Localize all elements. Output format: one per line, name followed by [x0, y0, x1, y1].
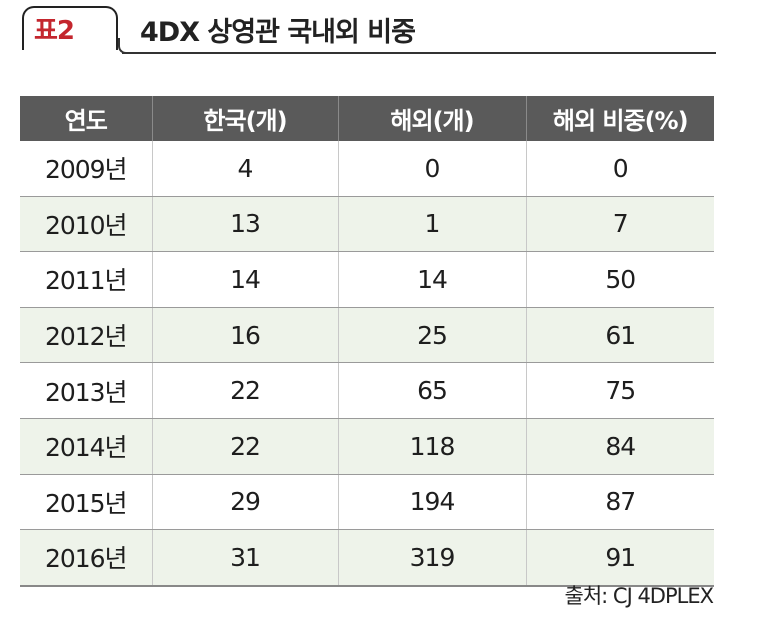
- table-row: 2011년 14 14 50: [20, 251, 714, 308]
- figure-tag: 표2: [34, 16, 75, 46]
- cell-overseas-share: 75: [525, 362, 714, 419]
- table-row: 2015년 29 194 87: [20, 474, 714, 531]
- cell-year: 2011년: [20, 251, 152, 308]
- cell-korea: 16: [151, 307, 338, 364]
- figure-tag-frame: [22, 6, 118, 50]
- cell-overseas-share: 61: [525, 307, 714, 364]
- cell-overseas: 25: [337, 307, 526, 364]
- cell-overseas: 0: [337, 141, 526, 197]
- cell-korea: 4: [151, 141, 338, 197]
- table-row: 2012년 16 25 61: [20, 307, 714, 364]
- figure-title: 4DX 상영관 국내외 비중: [140, 17, 416, 48]
- cell-korea: 22: [151, 418, 338, 475]
- cell-overseas-share: 84: [525, 418, 714, 475]
- table-header-row: 연도 한국(개) 해외(개) 해외 비중(%): [20, 96, 714, 141]
- cell-overseas: 319: [337, 529, 526, 587]
- cell-korea: 31: [151, 529, 338, 587]
- cell-year: 2013년: [20, 362, 152, 419]
- cell-overseas-share: 87: [525, 474, 714, 531]
- cell-overseas: 65: [337, 362, 526, 419]
- cell-year: 2009년: [20, 141, 152, 197]
- column-header-overseas-share: 해외 비중(%): [525, 96, 714, 141]
- cell-overseas-share: 7: [525, 196, 714, 253]
- cell-korea: 13: [151, 196, 338, 253]
- cell-overseas-share: 91: [525, 529, 714, 587]
- title-underline: [122, 52, 716, 54]
- table-row: 2009년 4 0 0: [20, 141, 714, 197]
- cell-korea: 22: [151, 362, 338, 419]
- cell-year: 2014년: [20, 418, 152, 475]
- column-header-year: 연도: [20, 96, 153, 141]
- cell-year: 2015년: [20, 474, 152, 531]
- cell-overseas-share: 0: [525, 141, 714, 197]
- cell-korea: 29: [151, 474, 338, 531]
- table-body: 2009년 4 0 0 2010년 13 1 7 2011년 14 14 50 2012년 16 25 61 2…: [20, 141, 714, 587]
- column-header-korea: 한국(개): [151, 96, 339, 141]
- table-row: 2016년 31 319 91: [20, 529, 714, 587]
- table-row: 2013년 22 65 75: [20, 362, 714, 419]
- table-row: 2014년 22 118 84: [20, 418, 714, 475]
- cell-overseas-share: 50: [525, 251, 714, 308]
- cell-korea: 14: [151, 251, 338, 308]
- data-table: 연도 한국(개) 해외(개) 해외 비중(%) 2009년 4 0 0 2010년 13 1…: [20, 96, 714, 587]
- cell-overseas: 194: [337, 474, 526, 531]
- cell-overseas: 14: [337, 251, 526, 308]
- figure-header: 표2 4DX 상영관 국내외 비중: [0, 0, 770, 70]
- cell-year: 2012년: [20, 307, 152, 364]
- source-note: 출처: CJ 4DPLEX: [564, 584, 714, 608]
- cell-year: 2016년: [20, 529, 152, 587]
- cell-overseas: 1: [337, 196, 526, 253]
- table-row: 2010년 13 1 7: [20, 196, 714, 253]
- column-header-overseas: 해외(개): [337, 96, 527, 141]
- cell-overseas: 118: [337, 418, 526, 475]
- cell-year: 2010년: [20, 196, 152, 253]
